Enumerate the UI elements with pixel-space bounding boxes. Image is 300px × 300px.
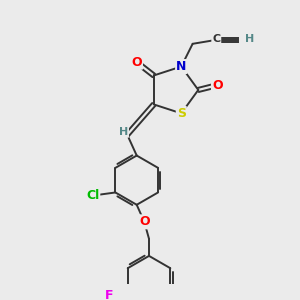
- Text: O: O: [131, 56, 142, 69]
- Text: O: O: [212, 79, 223, 92]
- Text: F: F: [104, 289, 113, 300]
- Text: O: O: [139, 215, 150, 228]
- Text: H: H: [245, 34, 254, 44]
- Text: C: C: [212, 34, 220, 44]
- Text: S: S: [177, 107, 186, 120]
- Text: H: H: [119, 127, 128, 137]
- Text: Cl: Cl: [86, 189, 99, 202]
- Text: N: N: [176, 60, 187, 73]
